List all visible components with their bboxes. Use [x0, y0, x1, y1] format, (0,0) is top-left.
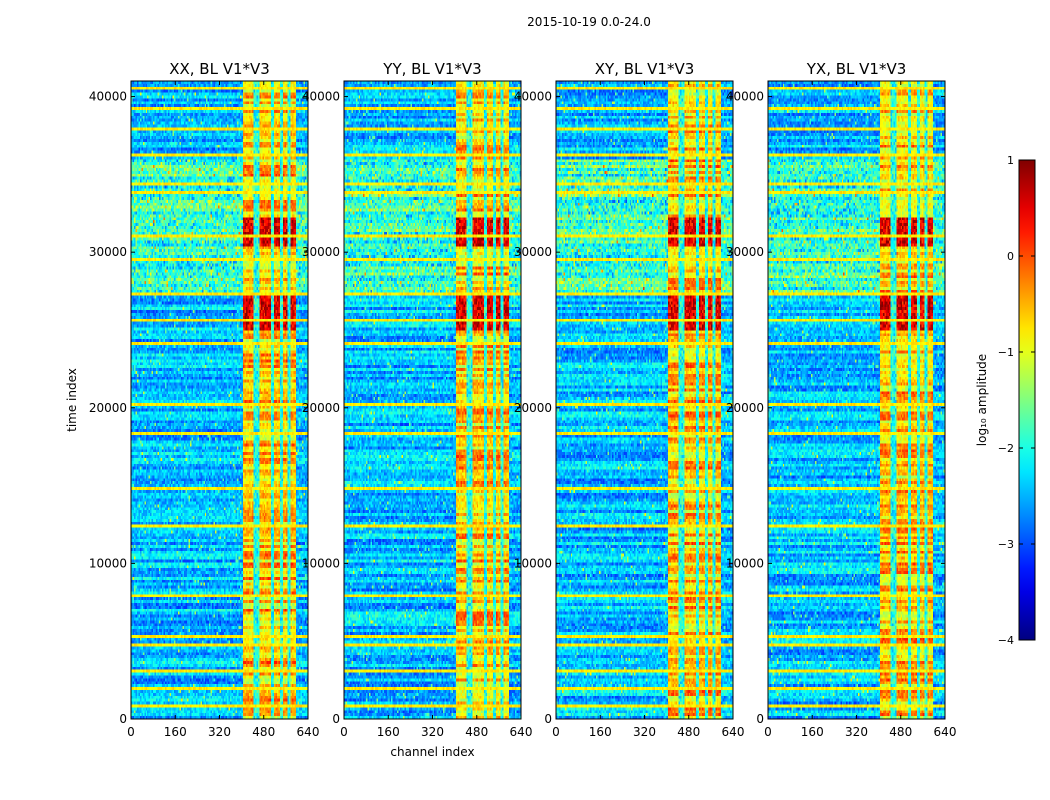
x-tick-label: 320	[633, 725, 656, 739]
panel-2: YY, BL V1*V3 0 160 320 480 640 0 10000 20000 3000…	[302, 60, 533, 759]
heatmap-image	[768, 81, 945, 719]
x-tick-label: 320	[208, 725, 231, 739]
y-axis-label: time index	[65, 368, 79, 432]
heatmap-image	[556, 81, 733, 719]
colorbar-tick-label: −4	[998, 634, 1014, 647]
x-axis-label: channel index	[390, 745, 474, 759]
x-tick-label: 640	[722, 725, 745, 739]
x-tick-label: 0	[127, 725, 135, 739]
heatmap-image	[344, 81, 521, 719]
panel-title: YX, BL V1*V3	[806, 60, 907, 78]
colorbar-tick-label: 1	[1007, 154, 1014, 167]
x-tick-label: 480	[252, 725, 275, 739]
panel-3: XY, BL V1*V3 0 160 320 480 640 0 10000 20000 3000…	[514, 60, 745, 739]
y-tick-label: 10000	[302, 556, 340, 570]
x-tick-label: 320	[421, 725, 444, 739]
y-tick-label: 20000	[89, 401, 127, 415]
x-tick-label: 480	[889, 725, 912, 739]
y-tick-label: 40000	[89, 90, 127, 104]
panel-title: XX, BL V1*V3	[169, 60, 270, 78]
y-tick-label: 0	[332, 712, 340, 726]
colorbar-label: log₁₀ amplitude	[975, 354, 989, 446]
y-tick-label: 20000	[514, 401, 552, 415]
y-tick-label: 30000	[514, 245, 552, 259]
y-tick-label: 20000	[726, 401, 764, 415]
y-tick-label: 0	[544, 712, 552, 726]
colorbar-tick-label: −3	[998, 538, 1014, 551]
x-tick-label: 640	[510, 725, 533, 739]
x-tick-label: 0	[340, 725, 348, 739]
y-tick-label: 10000	[89, 556, 127, 570]
x-tick-label: 0	[764, 725, 772, 739]
y-tick-label: 0	[756, 712, 764, 726]
x-tick-label: 320	[845, 725, 868, 739]
y-tick-label: 40000	[726, 90, 764, 104]
colorbar-tick-label: −2	[998, 442, 1014, 455]
colorbar-tick-label: 0	[1007, 250, 1014, 263]
y-tick-label: 0	[119, 712, 127, 726]
x-tick-label: 480	[465, 725, 488, 739]
y-tick-label: 40000	[514, 90, 552, 104]
y-tick-label: 10000	[514, 556, 552, 570]
colorbar-tick-label: −1	[998, 346, 1014, 359]
y-tick-label: 10000	[726, 556, 764, 570]
colorbar-gradient	[1018, 159, 1036, 641]
colorbar: −4 −3 −2 −1 0 1 log₁₀ amplitude	[975, 154, 1036, 647]
heatmap-image	[131, 81, 308, 719]
x-tick-label: 160	[801, 725, 824, 739]
y-tick-label: 40000	[302, 90, 340, 104]
y-tick-label: 30000	[726, 245, 764, 259]
x-tick-label: 640	[297, 725, 320, 739]
panel-title: XY, BL V1*V3	[595, 60, 695, 78]
panel-title: YY, BL V1*V3	[382, 60, 481, 78]
y-tick-label: 30000	[302, 245, 340, 259]
y-tick-label: 20000	[302, 401, 340, 415]
figure-title: 2015-10-19 0.0-24.0	[527, 15, 651, 29]
x-tick-label: 640	[934, 725, 957, 739]
x-tick-label: 160	[164, 725, 187, 739]
x-tick-label: 160	[589, 725, 612, 739]
x-tick-label: 480	[677, 725, 700, 739]
y-tick-label: 30000	[89, 245, 127, 259]
x-tick-label: 160	[377, 725, 400, 739]
x-tick-label: 0	[552, 725, 560, 739]
panels: XX, BL V1*V3 0 160 320 480 640 0 10000 20000 3000…	[65, 60, 956, 759]
panel-1: XX, BL V1*V3 0 160 320 480 640 0 10000 20000 3000…	[65, 60, 319, 739]
panel-4: YX, BL V1*V3 0 160 320 480 640 0 10000 20000 3000…	[726, 60, 957, 739]
